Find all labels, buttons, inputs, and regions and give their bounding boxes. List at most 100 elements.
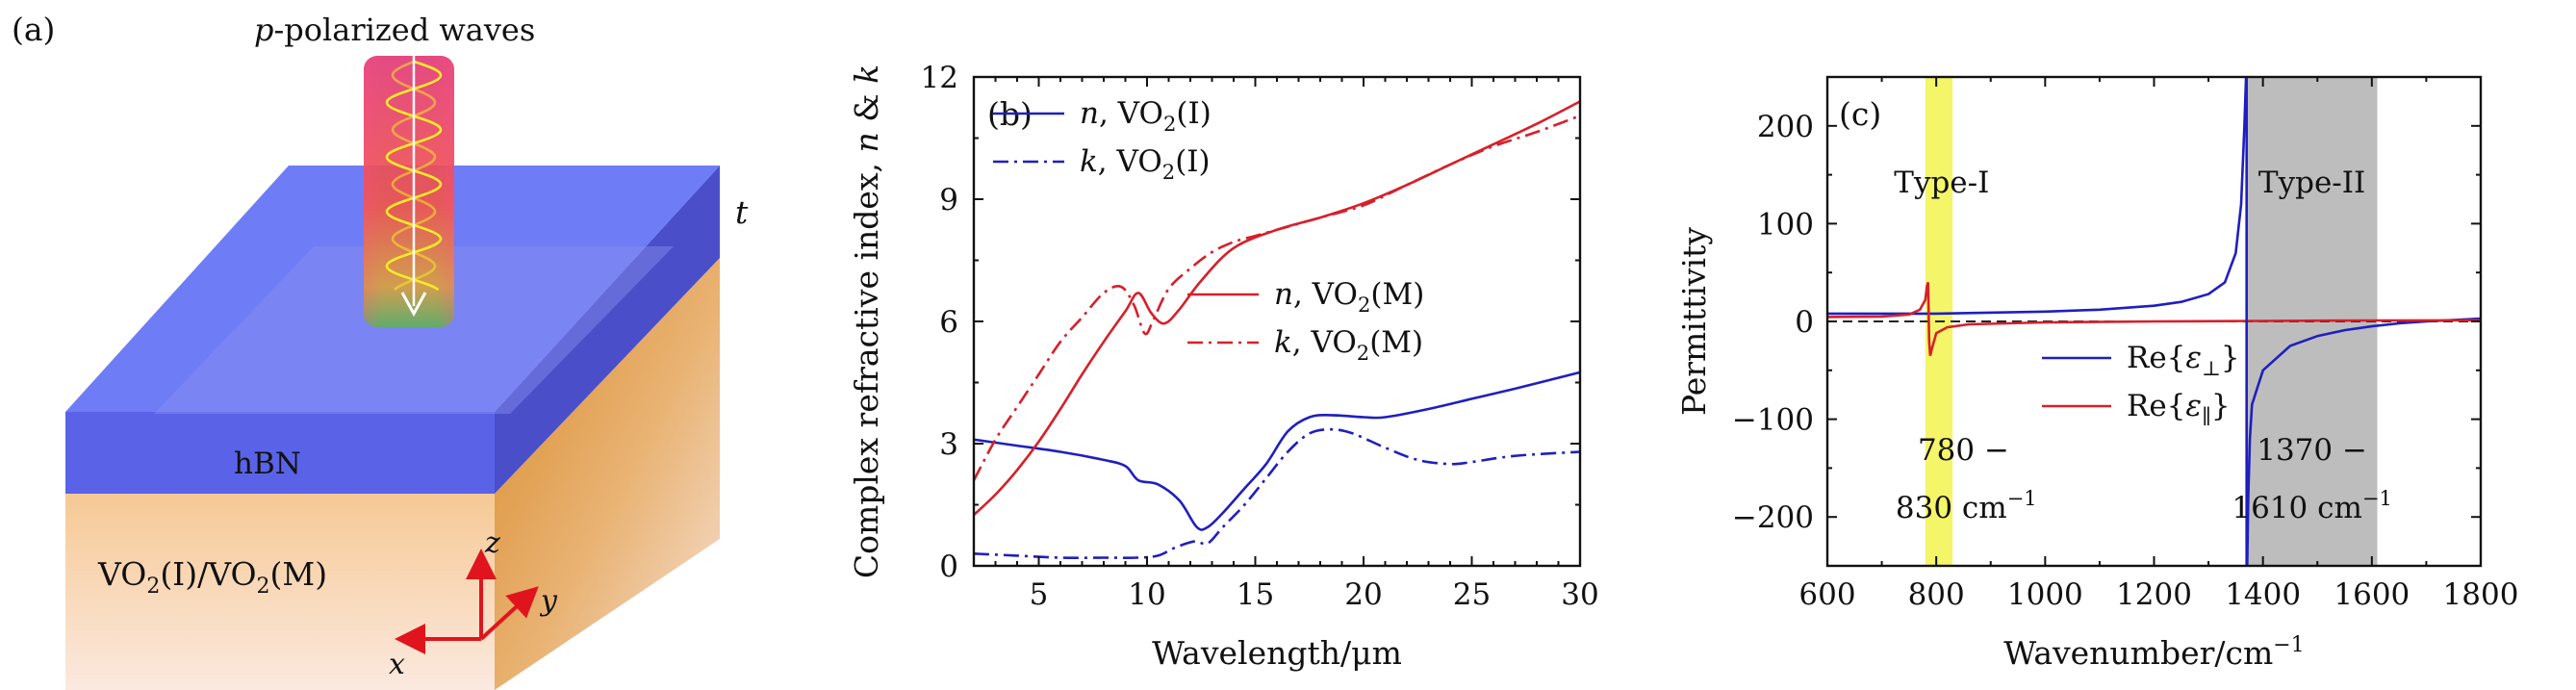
hbn-label: hBN <box>234 447 301 481</box>
legend-label-2: Re{ε∥} <box>2127 389 2231 428</box>
legend-label-1: Re{ε⊥} <box>2127 341 2240 380</box>
band-range-top-1: 780 − <box>1918 433 2009 468</box>
legend-label-1-part: ⊥ <box>2202 356 2221 380</box>
panel-a-schematic: (a) hBN VO2(I)/VO2(M) t p-polarized wave… <box>12 11 749 690</box>
beam-glow <box>364 56 454 327</box>
hbn-top-highlight <box>154 246 674 414</box>
vo2-label: VO2(I)/VO2(M) <box>97 555 327 599</box>
hbn-front-face <box>65 412 495 494</box>
x-tick-label: 10 <box>1128 577 1165 612</box>
band-range-bottom-2: 1610 cm−1 <box>2232 487 2391 525</box>
x-axis-label: x <box>389 648 405 681</box>
incident-label: p-polarized waves <box>254 12 535 48</box>
x-tick-label: 20 <box>1344 577 1382 612</box>
series-line-1 <box>973 371 1581 531</box>
legend-label-1-part: , VO <box>1099 96 1163 131</box>
y-tick-label: −100 <box>1732 403 1814 438</box>
legend-label-2-part: ε <box>2185 389 2202 423</box>
legend-label-2-part: 2 <box>1162 160 1175 184</box>
band-name-2: Type-II <box>2258 166 2365 200</box>
band-range-text: 830 cm <box>1896 491 2007 525</box>
legend-label-3: n, VO2(M) <box>1274 277 1424 317</box>
y-tick-label: −200 <box>1732 500 1814 535</box>
legend-label-4-part: k <box>1274 325 1292 360</box>
vo2-side-face <box>495 258 720 690</box>
y-axis-label-part: & <box>848 84 885 132</box>
plot-frame <box>972 75 1582 568</box>
x-tick-label: 1200 <box>2116 577 2192 612</box>
legend-label-4-part: , VO <box>1292 325 1357 360</box>
x-tick-label: 15 <box>1237 577 1274 612</box>
panel-c-chart: 600 800 1000 1200 1400 1600 1800 −200 −100 0 100 20… <box>1675 75 2519 672</box>
legend-label-3-part: (M) <box>1370 277 1424 312</box>
y-tick-label: 100 <box>1757 207 1814 242</box>
legend-label-3-part: n <box>1274 277 1293 312</box>
x-tick-label: 800 <box>1908 577 1965 612</box>
wave-yellow-2 <box>391 60 437 291</box>
x-tick-label: 1000 <box>2007 577 2083 612</box>
x-tick-label: 5 <box>1030 577 1049 612</box>
y-tick-label: 12 <box>921 61 958 95</box>
panel-b-chart: 5 10 15 20 25 30 0 3 6 9 12 Wavelength/μm Complex re… <box>848 61 1599 672</box>
y-axis-label-part: Complex refractive index, <box>848 152 885 578</box>
y-axis-label-part: k <box>848 64 885 84</box>
band-range-sup: −1 <box>2007 487 2037 510</box>
x-tick-label: 1800 <box>2443 577 2519 612</box>
y-tick-label: 0 <box>939 549 958 584</box>
y-tick-label: 3 <box>939 427 958 462</box>
legend-label-1-part: } <box>2221 341 2240 375</box>
y-axis-label: Permittivity <box>1675 227 1713 416</box>
panel-c-label: (c) <box>1839 95 1881 133</box>
legend-label-1: n, VO2(I) <box>1080 96 1211 136</box>
y-tick-label: 200 <box>1757 110 1814 144</box>
series-line-1-seg-1 <box>1827 77 2248 316</box>
y-tick-label: 6 <box>939 305 958 340</box>
legend-label-2-part: } <box>2211 389 2231 423</box>
series-line-1-seg-2 <box>2246 317 2481 566</box>
legend-label-1-part: Re{ <box>2127 341 2185 375</box>
legend-label-2-part: , VO <box>1098 144 1162 179</box>
y-tick-label: 0 <box>1795 305 1814 340</box>
legend-label-2: k, VO2(I) <box>1080 144 1211 184</box>
arrow-down-icon <box>400 292 427 318</box>
hbn-side-face <box>495 166 720 494</box>
legend-label-2-part: Re{ <box>2127 389 2185 423</box>
x-axis-label-part: Wavenumber/cm <box>2003 634 2273 672</box>
x-tick-label: 25 <box>1453 577 1491 612</box>
legend-label-3-part: , VO <box>1293 277 1358 312</box>
band-range-sup: −1 <box>2362 487 2392 510</box>
x-axis-label: Wavenumber/cm−1 <box>2003 633 2304 672</box>
x-axis-label-sup: −1 <box>2273 633 2304 657</box>
x-tick-label: 1600 <box>2334 577 2410 612</box>
legend-label-3-part: 2 <box>1358 293 1370 317</box>
x-axis-label: Wavelength/μm <box>1152 634 1402 672</box>
vo2-front-face <box>65 494 495 690</box>
y-axis-label: Complex refractive index, n & k <box>848 64 885 578</box>
y-tick-label: 9 <box>939 183 958 217</box>
series-line-2 <box>973 427 1581 559</box>
legend-label-4: k, VO2(M) <box>1274 325 1423 365</box>
series-line-2-seg-1 <box>1827 282 2481 356</box>
y-axis-arrow <box>479 586 539 641</box>
x-tick-label: 1400 <box>2225 577 2301 612</box>
legend-label-1-part: n <box>1080 96 1099 131</box>
band-range-top-2: 1370 − <box>2257 433 2367 468</box>
band-range-bottom-1: 830 cm−1 <box>1896 487 2037 525</box>
band-name-1: Type-I <box>1894 166 1989 200</box>
band-range-text: 1610 cm <box>2232 491 2362 525</box>
z-axis-label: z <box>484 526 500 560</box>
legend-label-2-part: ∥ <box>2202 404 2211 428</box>
legend-label-1-part: 2 <box>1163 112 1176 136</box>
series-line-4 <box>972 114 1581 481</box>
y-axis-label-part: n <box>848 132 885 152</box>
legend-label-2-part: k <box>1080 144 1098 179</box>
thickness-label: t <box>735 193 749 231</box>
legend-label-2-part: (I) <box>1175 144 1210 179</box>
x-tick-label: 30 <box>1561 577 1598 612</box>
legend-label-4-part: (M) <box>1369 325 1423 360</box>
y-axis-label: y <box>539 584 558 618</box>
legend-label-4-part: 2 <box>1357 341 1369 365</box>
legend-label-1-part: ε <box>2185 341 2202 375</box>
legend-label-1-part: (I) <box>1176 96 1211 131</box>
